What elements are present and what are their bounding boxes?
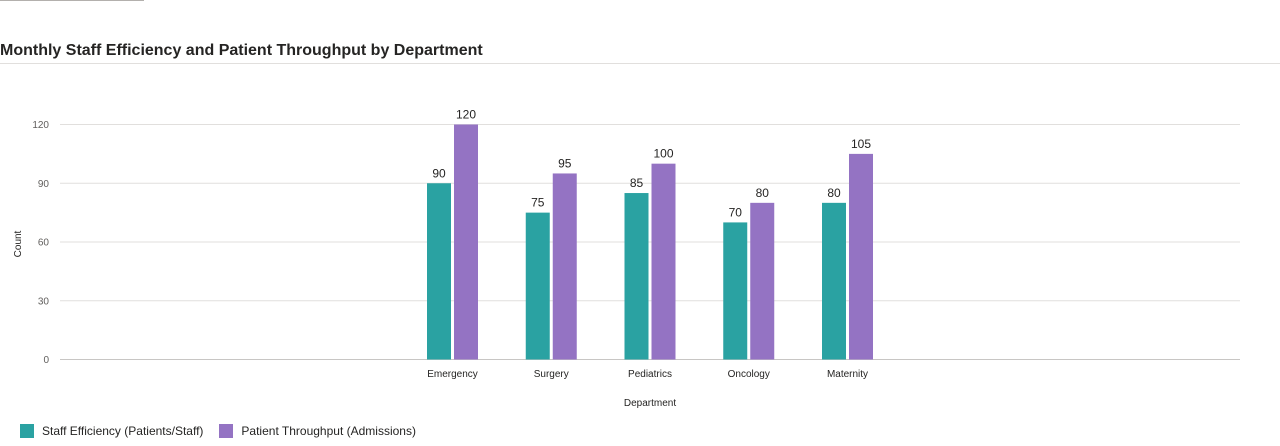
bar — [454, 124, 478, 360]
x-axis-ticks: Emergency Surgery Pediatrics Oncology Matern… — [427, 369, 868, 380]
y-tick-label: 90 — [38, 179, 50, 190]
y-tick-label: 30 — [38, 296, 50, 307]
gridlines — [60, 124, 1240, 360]
data-label: 100 — [653, 147, 673, 161]
bar — [723, 222, 748, 360]
legend-item-staff-efficiency[interactable]: Staff Efficiency (Patients/Staff) — [20, 424, 203, 438]
data-label: 90 — [432, 166, 446, 180]
chart-title: Monthly Staff Efficiency and Patient Thr… — [0, 42, 483, 59]
y-tick-label: 120 — [32, 120, 49, 131]
data-label: 105 — [851, 137, 871, 151]
x-tick-label: Pediatrics — [628, 369, 672, 380]
y-axis-ticks: 0 30 60 90 120 — [32, 120, 49, 366]
data-label: 80 — [756, 186, 770, 200]
bar — [822, 202, 846, 360]
x-tick-label: Surgery — [534, 369, 569, 380]
x-tick-label: Oncology — [728, 369, 770, 380]
y-tick-label: 60 — [38, 238, 50, 249]
x-tick-label: Maternity — [827, 369, 868, 380]
bar — [525, 212, 550, 360]
data-label: 95 — [558, 156, 572, 170]
bar — [427, 183, 451, 360]
legend-item-patient-throughput[interactable]: Patient Throughput (Admissions) — [219, 424, 416, 438]
bar — [651, 163, 676, 360]
bars — [427, 124, 873, 360]
legend-label: Staff Efficiency (Patients/Staff) — [42, 424, 204, 438]
data-label: 70 — [729, 205, 743, 219]
title-divider — [0, 63, 1280, 64]
legend-swatch-staff-efficiency — [20, 424, 34, 438]
top-divider — [0, 0, 144, 1]
x-tick-label: Emergency — [427, 369, 478, 380]
legend-label: Patient Throughput (Admissions) — [241, 424, 416, 438]
data-label: 80 — [827, 186, 841, 200]
bar — [849, 153, 873, 360]
x-axis-title: Department — [624, 398, 676, 409]
bar — [624, 193, 649, 360]
bar — [552, 173, 577, 360]
data-labels: 90 120 75 95 85 100 70 80 80 105 — [432, 108, 871, 220]
legend-swatch-patient-throughput — [219, 424, 234, 438]
data-label: 120 — [456, 108, 476, 122]
y-axis-title: Count — [13, 230, 24, 257]
y-tick-label: 0 — [43, 355, 49, 366]
legend: Staff Efficiency (Patients/Staff) Patien… — [20, 423, 416, 439]
data-label: 75 — [531, 196, 545, 210]
data-label: 85 — [630, 176, 644, 190]
bar — [750, 202, 775, 360]
